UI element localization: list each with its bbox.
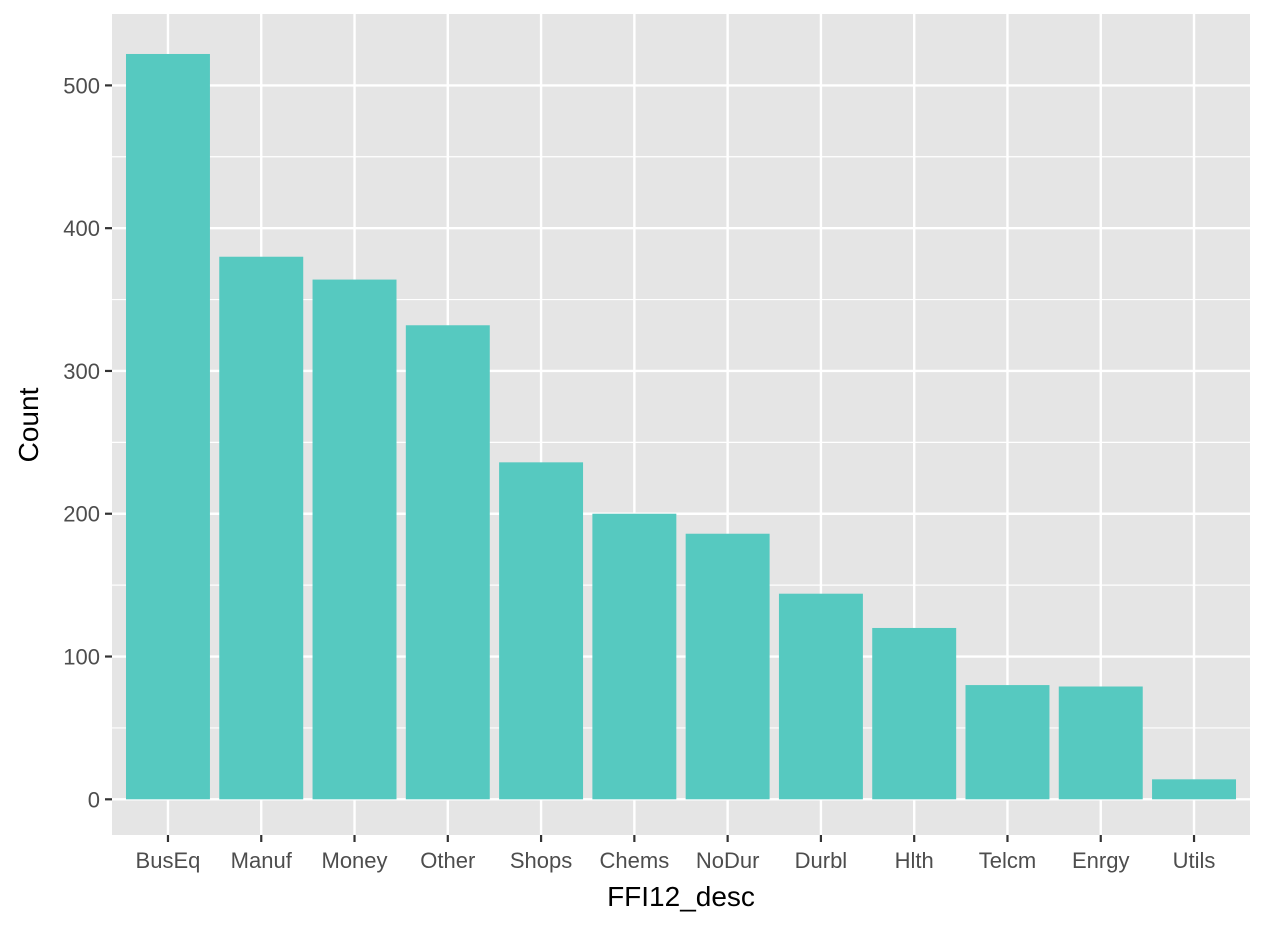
x-tick-label: BusEq	[136, 848, 201, 873]
bars-group	[125, 53, 1237, 800]
x-tick-label: Shops	[510, 848, 572, 873]
y-tick-label: 500	[63, 73, 100, 98]
bar-shops	[499, 462, 584, 800]
y-tick-label: 400	[63, 216, 100, 241]
bar-hlth	[872, 627, 957, 800]
x-tick-label: Manuf	[231, 848, 293, 873]
x-tick-label: Utils	[1173, 848, 1216, 873]
bar-durbl	[778, 593, 863, 800]
y-tick-label: 0	[88, 787, 100, 812]
y-tick-label: 300	[63, 359, 100, 384]
bar-nodur	[685, 533, 770, 800]
x-tick-label: Other	[420, 848, 475, 873]
bar-manuf	[219, 256, 304, 800]
y-axis: 0 100 200 300 400 500	[63, 73, 112, 812]
x-axis: BusEq Manuf Money Other Shops Chems NoDur Durbl…	[136, 835, 1216, 873]
bar-utils	[1152, 779, 1237, 800]
x-tick-label: Durbl	[795, 848, 848, 873]
x-tick-label: Chems	[600, 848, 670, 873]
bar-other	[405, 325, 490, 800]
bar-telcm	[965, 685, 1050, 800]
bar-buseq	[125, 53, 210, 800]
bar-chems	[592, 513, 677, 800]
y-axis-title: Count	[13, 387, 44, 462]
bar-enrgy	[1058, 686, 1143, 800]
x-tick-label: Money	[322, 848, 388, 873]
bar-money	[312, 279, 397, 800]
y-tick-label: 100	[63, 645, 100, 670]
x-tick-label: NoDur	[696, 848, 760, 873]
x-tick-label: Telcm	[979, 848, 1036, 873]
y-tick-label: 200	[63, 502, 100, 527]
x-axis-title: FFI12_desc	[607, 881, 755, 912]
x-tick-label: Enrgy	[1072, 848, 1129, 873]
x-tick-label: Hlth	[895, 848, 934, 873]
